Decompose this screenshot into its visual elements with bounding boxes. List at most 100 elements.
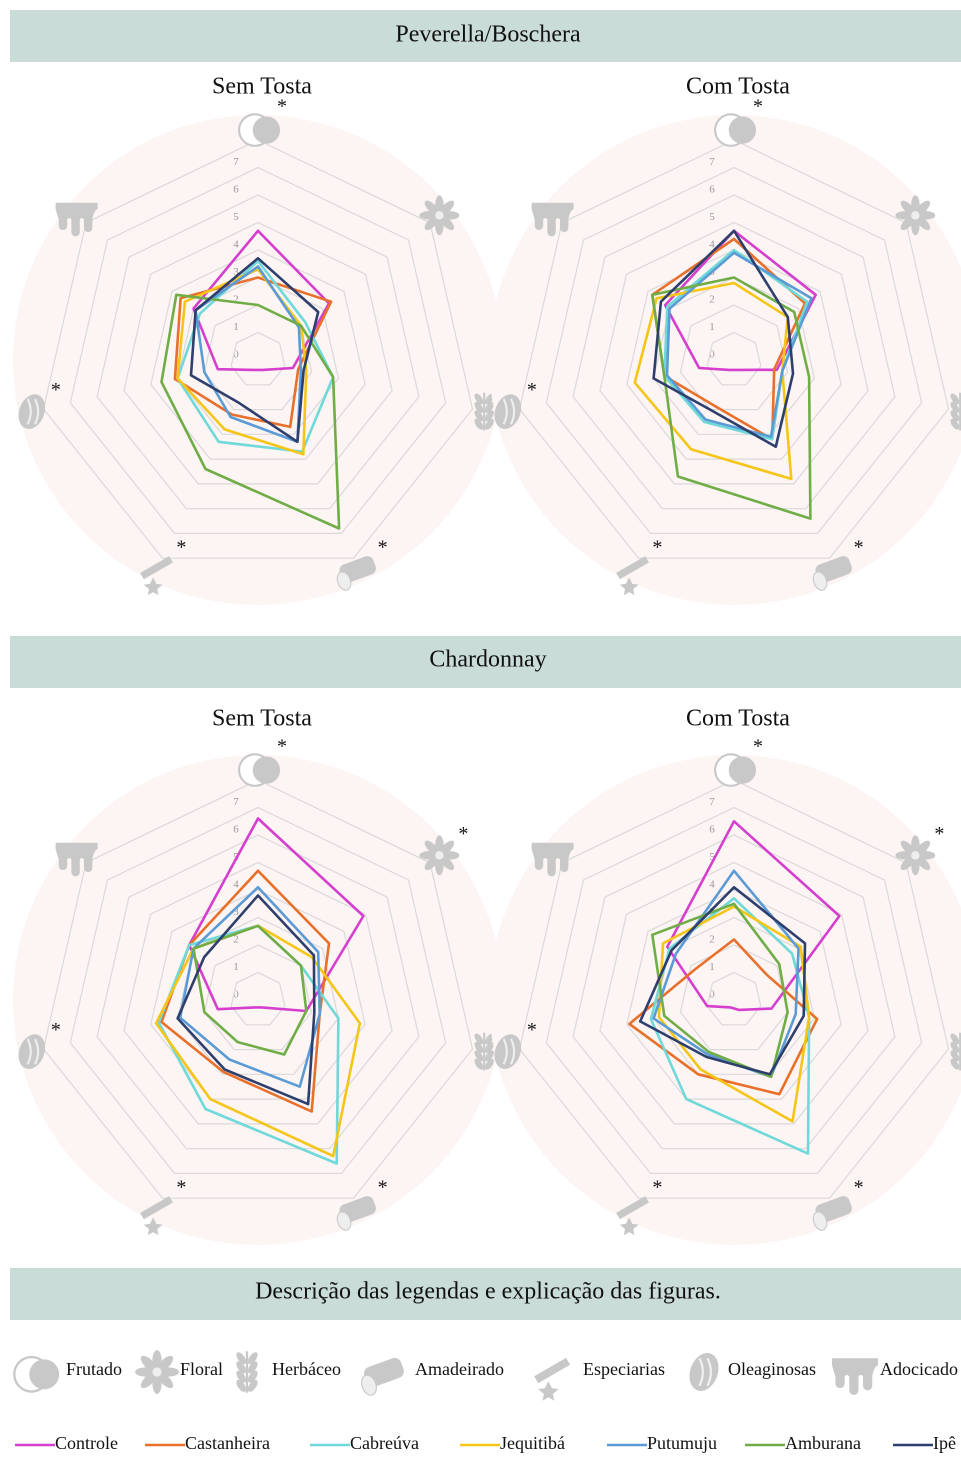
attribute-icon: [18, 1034, 46, 1069]
tick-label: 1: [233, 961, 239, 973]
significance-mark: *: [652, 1177, 662, 1199]
attribute-icon: [494, 1034, 522, 1069]
legend-label: Floral: [180, 1359, 223, 1379]
tick-label: 4: [709, 239, 715, 251]
icon-part: [728, 756, 757, 784]
legend-bar: [10, 1268, 961, 1320]
icon-part: [424, 840, 440, 856]
icon-part: [247, 1379, 258, 1392]
icon-part: [439, 200, 455, 216]
section-bar: [10, 10, 961, 62]
attribute-icon: [13, 1355, 60, 1393]
icon-part: [915, 855, 931, 871]
icon-part: [252, 116, 281, 144]
legend-title: Descrição das legendas e explicação das …: [255, 1279, 721, 1305]
icon-part: [55, 842, 98, 877]
tick-label: 3: [233, 266, 239, 278]
attribute-icon: [832, 1358, 878, 1395]
icon-part: [474, 1050, 484, 1062]
attribute-icon: [336, 556, 376, 591]
attribute-icon: [534, 1357, 571, 1401]
icon-part: [484, 1041, 494, 1053]
grid-line: [626, 249, 842, 460]
icon-part: [424, 200, 440, 216]
icon-part: [336, 571, 352, 591]
tick-label: 0: [709, 989, 715, 1001]
icon-part: [26, 1038, 40, 1065]
attribute-icon: [895, 835, 936, 876]
icon-part: [915, 200, 931, 216]
icon-part: [474, 401, 484, 413]
icon-part: [950, 401, 960, 413]
icon-part: [538, 1381, 559, 1401]
grid-line: [599, 861, 869, 1125]
attribute-icon: [812, 1196, 852, 1231]
section-title: Chardonnay: [429, 647, 546, 673]
icon-part: [140, 1196, 173, 1220]
series-line: [173, 276, 333, 429]
chart-title: Com Tosta: [686, 74, 790, 100]
icon-part: [950, 1058, 960, 1070]
significance-mark: *: [51, 379, 61, 401]
icon-part: [728, 116, 757, 144]
grid-line: [518, 139, 950, 559]
icon-part: [950, 1050, 960, 1062]
tick-label: 6: [233, 184, 239, 196]
icon-part: [236, 1361, 247, 1374]
series-line: [665, 251, 813, 439]
grid-line: [230, 331, 286, 386]
section-bar: [10, 636, 961, 688]
attribute-icon: [531, 842, 574, 877]
attribute-icon: [361, 1357, 404, 1396]
icon-part: [502, 398, 516, 425]
significance-mark: *: [176, 537, 186, 559]
significance-mark: *: [277, 736, 287, 758]
tick-label: 4: [233, 879, 239, 891]
legend-label: Controle: [55, 1433, 118, 1453]
tick-label: 2: [709, 294, 715, 306]
icon-part: [950, 410, 960, 422]
icon-part: [474, 410, 484, 422]
attribute-icon: [474, 1032, 494, 1071]
icon-part: [474, 1058, 484, 1070]
icon-part: [619, 577, 639, 596]
legend-label: Ipê: [933, 1433, 956, 1453]
attribute-icon: [336, 1196, 376, 1231]
legend-label: Especiarias: [583, 1359, 665, 1379]
grid-line: [96, 834, 420, 1150]
attribute-icon: [419, 835, 460, 876]
icon-part: [950, 418, 960, 430]
icon-part: [439, 840, 455, 856]
significance-mark: *: [753, 736, 763, 758]
tick-label: 6: [709, 824, 715, 836]
grid-line: [626, 889, 842, 1100]
grid-line: [706, 331, 762, 386]
tick-label: 0: [233, 349, 239, 361]
legend-label: Amadeirado: [415, 1359, 504, 1379]
tick-label: 6: [709, 184, 715, 196]
series-line: [663, 248, 809, 441]
attribute-icon: [950, 1032, 961, 1071]
tick-label: 7: [709, 156, 715, 168]
icon-part: [247, 1352, 258, 1365]
significance-mark: *: [378, 537, 388, 559]
icon-part: [247, 1370, 258, 1383]
grid-line: [518, 779, 950, 1199]
icon-part: [439, 855, 455, 871]
attribute-icon: [236, 1351, 258, 1393]
tick-label: 1: [709, 321, 715, 333]
icon-part: [950, 1033, 960, 1045]
significance-mark: *: [652, 537, 662, 559]
significance-mark: *: [753, 96, 763, 118]
icon-part: [698, 1357, 713, 1387]
tick-label: 1: [709, 961, 715, 973]
significance-mark: *: [934, 823, 944, 845]
attribute-icon: [55, 842, 98, 877]
tick-label: 4: [233, 239, 239, 251]
grid-line: [96, 194, 420, 510]
icon-part: [157, 1355, 174, 1372]
attribute-icon: [689, 1353, 719, 1391]
attribute-icon: [616, 1196, 649, 1236]
tick-label: 5: [709, 211, 715, 223]
icon-part: [474, 418, 484, 430]
